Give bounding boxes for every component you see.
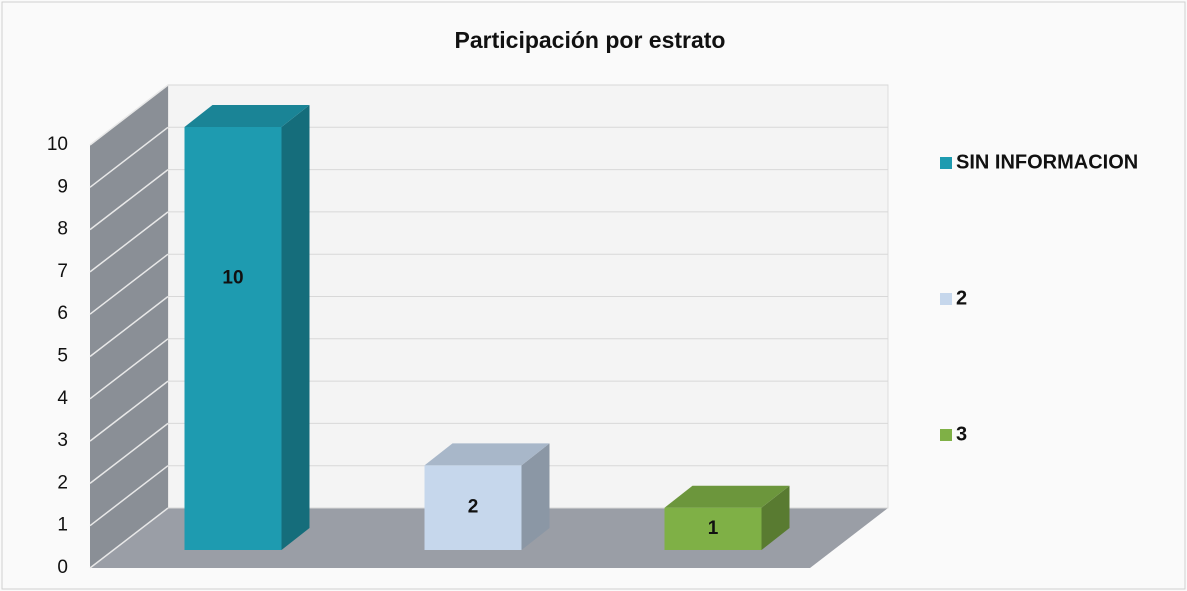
legend-label: 3 bbox=[956, 423, 967, 445]
bar bbox=[184, 127, 282, 550]
grid-line bbox=[89, 465, 169, 527]
bar-side bbox=[521, 443, 550, 550]
y-tick-label: 7 bbox=[57, 261, 68, 282]
grid-line bbox=[89, 380, 169, 442]
y-tick-label: 8 bbox=[57, 219, 68, 240]
y-tick-label: 5 bbox=[57, 346, 68, 367]
data-label: 10 bbox=[222, 268, 243, 289]
grid-line bbox=[89, 211, 169, 273]
legend-label: 2 bbox=[956, 287, 967, 309]
grid-line bbox=[89, 295, 169, 358]
y-tick-label: 6 bbox=[57, 303, 68, 324]
y-tick-label: 9 bbox=[57, 176, 68, 197]
legend-swatch bbox=[940, 157, 952, 169]
bar-top bbox=[664, 485, 790, 508]
y-tick-label: 1 bbox=[57, 515, 68, 536]
y-tick-label: 0 bbox=[57, 557, 68, 578]
grid-line bbox=[89, 422, 169, 484]
grid-line bbox=[89, 507, 169, 569]
y-tick-label: 10 bbox=[47, 134, 68, 155]
bar-side bbox=[281, 105, 310, 550]
bar-top bbox=[424, 443, 550, 466]
data-label: 2 bbox=[468, 497, 479, 518]
grid-line bbox=[89, 169, 169, 231]
grid-line bbox=[89, 253, 169, 315]
chart-title: Participación por estrato bbox=[455, 27, 726, 53]
bar bbox=[664, 507, 762, 550]
bar bbox=[424, 465, 522, 550]
y-tick-label: 2 bbox=[57, 472, 68, 493]
grid-line bbox=[89, 338, 169, 400]
bar-top bbox=[184, 105, 310, 127]
data-label: 1 bbox=[708, 518, 719, 539]
legend-swatch bbox=[940, 293, 952, 305]
grid-line bbox=[89, 126, 169, 188]
y-tick-label: 3 bbox=[57, 430, 68, 451]
legend-label: SIN INFORMACION bbox=[956, 151, 1138, 173]
grid-line bbox=[89, 84, 169, 146]
legend-swatch bbox=[940, 429, 952, 441]
bar-side bbox=[761, 485, 790, 550]
y-tick-label: 4 bbox=[57, 388, 68, 409]
